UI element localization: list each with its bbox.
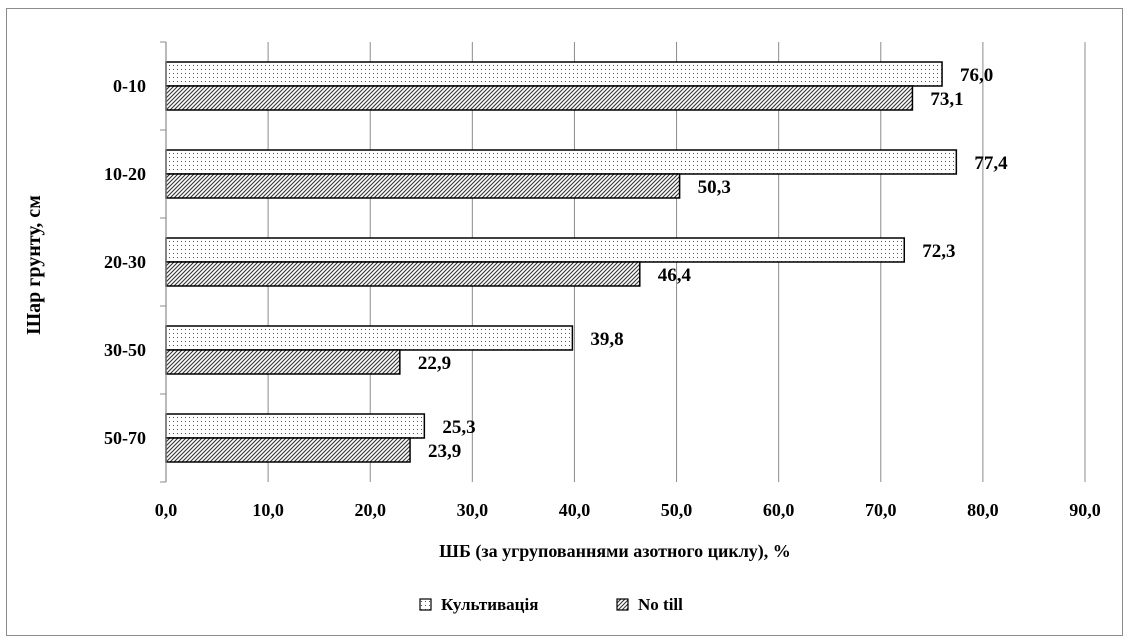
x-tick-label: 30,0 [457,500,489,520]
x-tick-label: 10,0 [252,500,284,520]
x-tick-label: 0,0 [155,500,178,520]
legend-item-kultyvatsiia: Культивація [419,595,538,614]
y-category-label: 10-20 [104,164,146,184]
bar-kultyvatsiia [165,237,906,263]
data-label: 77,4 [974,153,1008,174]
bar-kultyvatsiia [165,61,943,87]
y-axis-title: Шар грунту, см [23,195,45,335]
legend-swatch-hatch [616,598,629,611]
data-labels: 76,0 73,1 77,4 50,3 72,3 46,4 39,8 22,9 25,3 23,9 [418,65,1008,462]
y-category-label: 30-50 [104,340,146,360]
axes: 0,0 10,0 20,0 30,0 40,0 50,0 60,0 70,0 80,0 90,0 0… [104,41,1101,520]
bar-kultyvatsiia [165,413,426,439]
legend-item-no-till: No till [616,595,683,614]
chart-frame [6,8,1123,636]
legend-label-kultyvatsiia: Культивація [441,595,538,614]
y-category-label: 50-70 [104,428,146,448]
legend-swatch-dots [419,598,432,611]
bar-no-till [165,85,914,111]
data-label: 25,3 [442,417,475,438]
legend-label-no-till: No till [638,595,683,614]
x-tick-label: 80,0 [967,500,999,520]
bar-no-till [165,349,401,375]
legend: Культивація No till [419,595,683,614]
data-label: 73,1 [930,89,963,110]
x-tick-label: 20,0 [354,500,386,520]
bars [165,61,958,463]
bar-kultyvatsiia [165,325,574,351]
bar-no-till [165,437,411,463]
x-tick-label: 60,0 [763,500,795,520]
data-label: 23,9 [428,441,461,462]
y-category-label: 0-10 [113,76,146,96]
data-label: 46,4 [658,265,692,286]
x-tick-label: 50,0 [661,500,693,520]
data-label: 22,9 [418,353,451,374]
data-label: 76,0 [960,65,993,86]
bar-kultyvatsiia [165,149,958,175]
bar-no-till [165,173,681,199]
data-label: 50,3 [698,177,731,198]
data-label: 72,3 [922,241,955,262]
x-axis-title: ШБ (за угрупованнями азотного циклу), % [439,541,791,562]
x-tick-label: 40,0 [559,500,591,520]
y-category-label: 20-30 [104,252,146,272]
data-label: 39,8 [590,329,623,350]
bar-no-till [165,261,641,287]
x-tick-label: 90,0 [1069,500,1101,520]
x-tick-label: 70,0 [865,500,897,520]
